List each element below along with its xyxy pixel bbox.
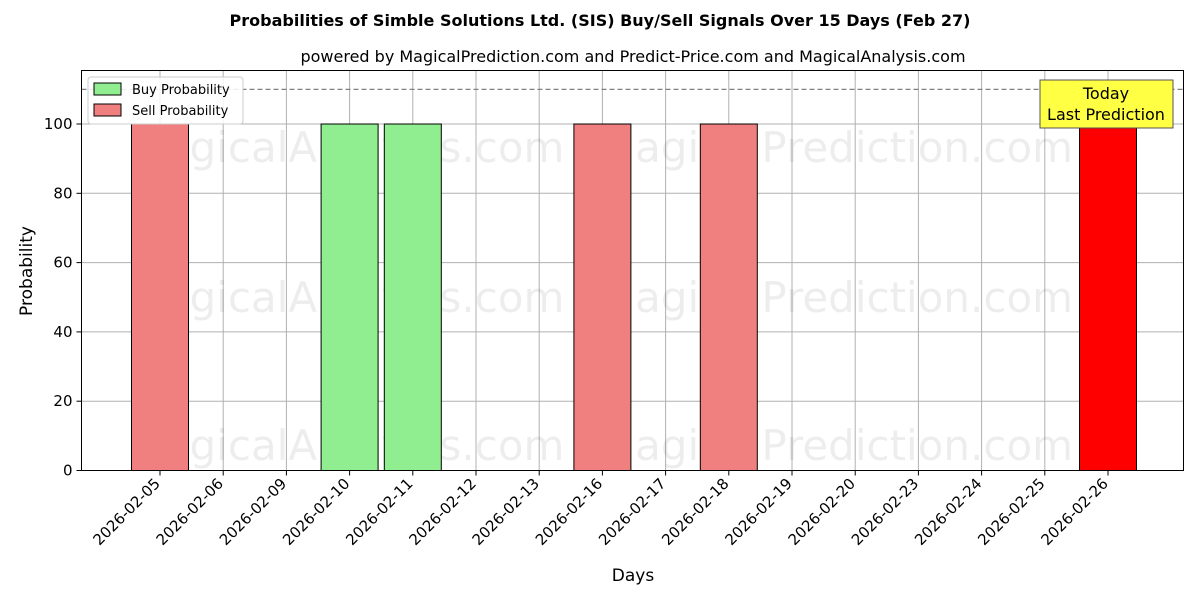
- legend: Buy Probability Sell Probability: [87, 76, 244, 125]
- chart-title: Probabilities of Simble Solutions Ltd. (…: [230, 11, 971, 30]
- y-tick-label: 40: [53, 323, 72, 341]
- y-tick-label: 100: [44, 115, 73, 133]
- x-tick-label: 2026-02-16: [532, 475, 606, 549]
- y-tick-label: 60: [53, 254, 72, 272]
- y-axis-ticks: 0 20 40 60 80 100: [44, 115, 82, 480]
- legend-label-sell: Sell Probability: [132, 104, 229, 119]
- annotation-line2: Last Prediction: [1047, 105, 1165, 124]
- watermark-text: Magica Prediction.com: [599, 273, 1073, 322]
- x-tick-label: 2026-02-26: [1037, 475, 1111, 549]
- bars: [131, 123, 1137, 471]
- x-tick-label: 2026-02-06: [153, 475, 227, 549]
- y-tick-label: 80: [53, 184, 72, 202]
- x-tick-label: 2026-02-19: [721, 475, 795, 549]
- x-tick-label: 2026-02-23: [848, 475, 922, 549]
- buy-bar: [320, 123, 379, 471]
- x-tick-label: 2026-02-20: [785, 475, 859, 549]
- annotation-line1: Today: [1082, 84, 1129, 103]
- x-tick-label: 2026-02-13: [469, 475, 543, 549]
- sell-bar: [131, 123, 189, 471]
- legend-swatch-buy: [93, 82, 122, 96]
- today-sell-bar: [1079, 123, 1137, 471]
- x-tick-label: 2026-02-25: [974, 475, 1048, 549]
- x-tick-label: 2026-02-11: [342, 475, 416, 549]
- x-tick-label: 2026-02-05: [89, 475, 163, 549]
- x-axis-label: Days: [612, 566, 655, 586]
- x-tick-label: 2026-02-18: [658, 475, 732, 549]
- sell-bar: [699, 123, 758, 471]
- x-tick-label: 2026-02-24: [911, 475, 985, 549]
- legend-label-buy: Buy Probability: [132, 83, 230, 98]
- legend-box: [87, 76, 244, 125]
- y-tick-label: 20: [53, 392, 72, 410]
- watermark-text: Magica Prediction.com: [599, 421, 1073, 470]
- y-axis-label: Probability: [17, 226, 37, 316]
- y-tick-label: 0: [63, 462, 73, 480]
- chart-subtitle: powered by MagicalPrediction.com and Pre…: [300, 47, 965, 66]
- sell-bar: [573, 123, 632, 471]
- x-axis-ticks: 2026-02-052026-02-062026-02-092026-02-10…: [89, 470, 1112, 549]
- x-tick-label: 2026-02-12: [405, 475, 479, 549]
- today-annotation: Today Last Prediction: [1039, 79, 1174, 129]
- buy-bar: [383, 123, 442, 471]
- watermark-text: Magica Prediction.com: [599, 123, 1073, 172]
- x-tick-label: 2026-02-10: [279, 475, 353, 549]
- x-tick-label: 2026-02-17: [595, 475, 669, 549]
- annotation-box: [1039, 79, 1174, 129]
- plot-frame: [81, 70, 1184, 471]
- x-tick-label: 2026-02-09: [216, 475, 290, 549]
- legend-swatch-sell: [93, 103, 122, 117]
